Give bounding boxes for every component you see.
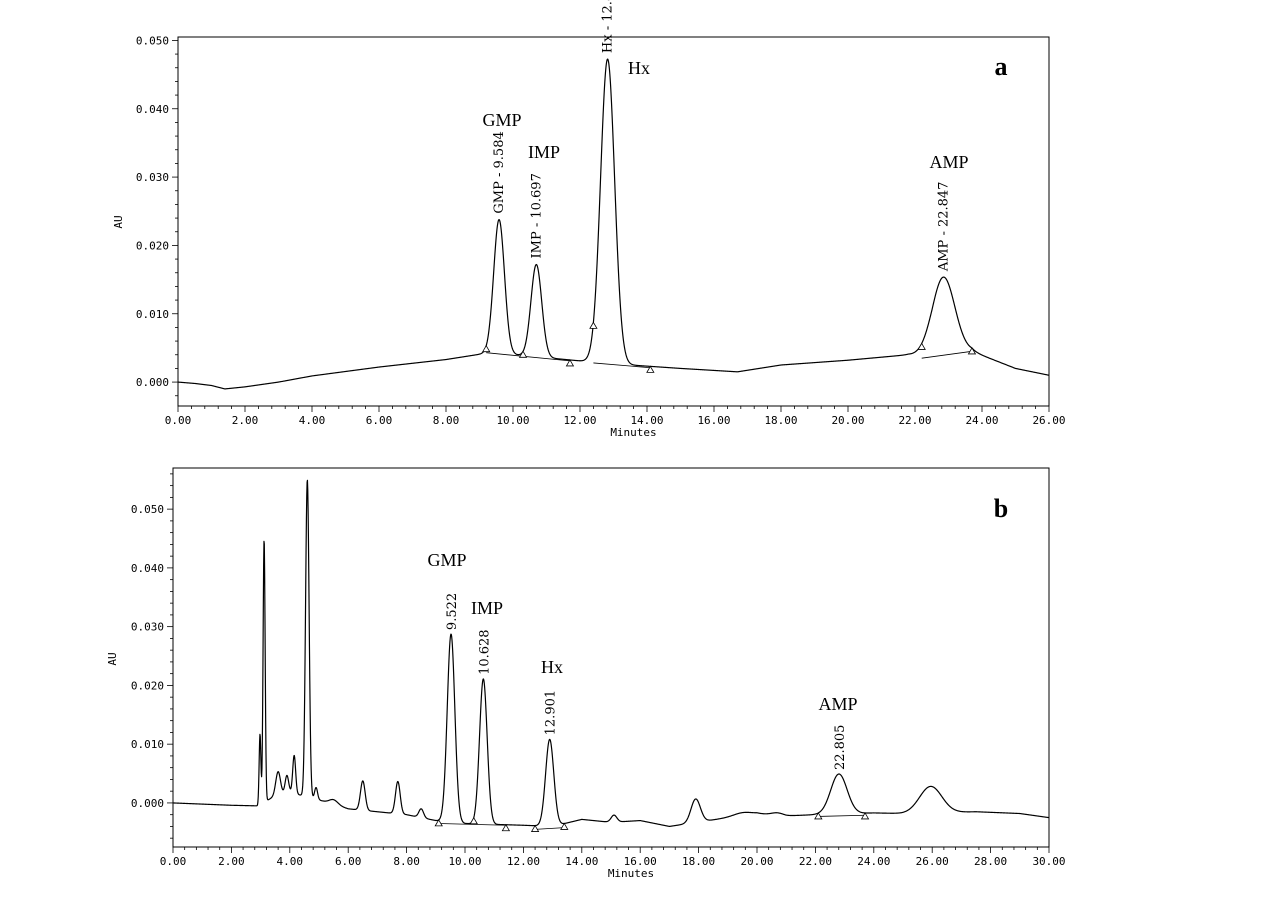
chromatogram-panel-a: 0.00 2.00 4.00 6.00 8.00 10.00 12.00 14.00 16.00… xyxy=(112,0,1066,439)
integration-mark xyxy=(860,812,870,820)
integration-mark xyxy=(589,321,598,329)
x-tick-label: 12.00 xyxy=(507,855,540,868)
compound-label: Hx xyxy=(541,657,563,677)
integration-mark xyxy=(469,816,478,825)
x-tick-label: 8.00 xyxy=(433,414,460,427)
peak-retention-label: 10.628 xyxy=(477,629,492,675)
x-axis-title: Minutes xyxy=(610,426,656,439)
x-tick-label: 2.00 xyxy=(218,855,245,868)
x-tick-label: 22.00 xyxy=(898,414,931,427)
y-tick-label: 0.020 xyxy=(131,679,164,692)
y-axis-title: AU xyxy=(112,215,125,228)
x-tick-label: 24.00 xyxy=(857,855,890,868)
compound-label: AMP xyxy=(929,152,968,172)
integration-mark xyxy=(518,350,528,358)
x-tick-label: 20.00 xyxy=(740,855,773,868)
integration-mark xyxy=(917,342,926,350)
x-axis-title: Minutes xyxy=(608,867,654,880)
x-tick-label: 14.00 xyxy=(565,855,598,868)
x-tick-label: 6.00 xyxy=(366,414,393,427)
compound-label: IMP xyxy=(471,598,503,618)
y-tick-label: 0.050 xyxy=(136,34,169,47)
y-tick-label: 0.010 xyxy=(136,308,169,321)
integration-baseline xyxy=(921,350,973,359)
integration-baseline xyxy=(593,362,651,369)
chromatogram-trace xyxy=(177,58,1050,390)
y-tick-label: 0.030 xyxy=(136,171,169,184)
x-tick-label: 24.00 xyxy=(965,414,998,427)
x-tick-label: 14.00 xyxy=(630,414,663,427)
compound-label: GMP xyxy=(427,550,466,570)
peak-retention-label: 12.901 xyxy=(544,690,559,736)
x-tick-label: 0.00 xyxy=(160,855,187,868)
integration-mark xyxy=(560,822,569,830)
integration-mark xyxy=(967,347,977,355)
x-tick-label: 18.00 xyxy=(682,855,715,868)
x-tick-label: 16.00 xyxy=(624,855,657,868)
x-tick-label: 2.00 xyxy=(232,414,259,427)
x-tick-label: 4.00 xyxy=(299,414,326,427)
y-tick-label: 0.000 xyxy=(136,376,169,389)
x-tick-label: 12.00 xyxy=(563,414,596,427)
compound-label: GMP xyxy=(482,110,521,130)
plot-frame xyxy=(172,467,1050,848)
compound-label: Hx xyxy=(628,58,650,78)
y-tick-label: 0.040 xyxy=(131,562,164,575)
peak-retention-label: Hx - 12.824 xyxy=(601,0,616,53)
x-tick-label: 26.00 xyxy=(916,855,949,868)
y-tick-label: 0.040 xyxy=(136,103,169,116)
x-tick-label: 8.00 xyxy=(393,855,420,868)
chromatogram-trace xyxy=(172,479,1050,828)
panel-letter: a xyxy=(995,52,1008,81)
integration-mark xyxy=(501,823,511,832)
peak-retention-label: IMP - 10.697 xyxy=(529,173,544,258)
y-axis-title: AU xyxy=(106,652,119,665)
y-tick-label: 0.030 xyxy=(131,621,164,634)
x-tick-label: 10.00 xyxy=(496,414,529,427)
integration-mark xyxy=(565,359,575,367)
integration-baseline xyxy=(438,823,506,826)
peak-retention-label: 22.805 xyxy=(833,725,848,771)
x-tick-label: 6.00 xyxy=(335,855,362,868)
integration-baseline xyxy=(818,814,866,817)
x-tick-label: 18.00 xyxy=(764,414,797,427)
x-tick-label: 10.00 xyxy=(448,855,481,868)
x-tick-label: 28.00 xyxy=(974,855,1007,868)
panel-letter: b xyxy=(994,494,1008,523)
chromatogram-panel-b: 0.00 2.00 4.00 6.00 8.00 10.00 12.00 14.00 16.00… xyxy=(106,467,1066,880)
integration-mark xyxy=(434,819,443,827)
y-tick-label: 0.010 xyxy=(131,738,164,751)
integration-mark xyxy=(482,344,491,353)
y-tick-label: 0.000 xyxy=(131,797,164,810)
integration-mark xyxy=(646,365,655,373)
x-tick-label: 4.00 xyxy=(277,855,304,868)
y-tick-label: 0.020 xyxy=(136,239,169,252)
integration-baseline xyxy=(535,827,565,830)
y-tick-label: 0.050 xyxy=(131,503,164,516)
x-tick-label: 26.00 xyxy=(1032,414,1065,427)
x-tick-label: 16.00 xyxy=(697,414,730,427)
compound-label: IMP xyxy=(528,142,560,162)
peak-retention-label: AMP - 22.847 xyxy=(936,182,951,273)
x-tick-label: 30.00 xyxy=(1032,855,1065,868)
integration-mark xyxy=(530,824,540,832)
integration-mark xyxy=(814,812,823,820)
plot-frame xyxy=(177,36,1050,407)
peak-retention-label: 9.522 xyxy=(445,593,460,630)
peak-retention-label: GMP - 9.584 xyxy=(492,131,507,213)
x-tick-label: 20.00 xyxy=(831,414,864,427)
x-tick-label: 0.00 xyxy=(165,414,192,427)
x-tick-label: 22.00 xyxy=(799,855,832,868)
integration-baseline xyxy=(486,352,570,362)
compound-label: AMP xyxy=(818,694,857,714)
